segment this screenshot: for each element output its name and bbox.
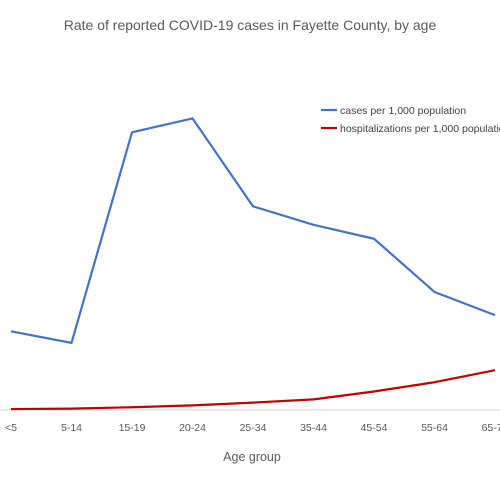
x-tick-labels: <5 5-14 15-19 20-24 25-34 35-44 45-54 55-64 65-7… [5, 422, 500, 434]
legend-label-cases: cases per 1,000 population [340, 105, 466, 117]
legend: cases per 1,000 population hospitalizati… [321, 105, 500, 135]
x-tick-label: 35-44 [300, 422, 327, 434]
legend-label-hospitalizations: hospitalizations per 1,000 population [340, 123, 500, 135]
series-line-1 [10, 369, 496, 411]
x-tick-label: 45-54 [361, 422, 388, 434]
series-line-0 [10, 117, 496, 344]
x-tick-label: 55-64 [421, 422, 448, 434]
x-tick-label: 65-74 [482, 422, 500, 434]
x-tick-label: 5-14 [61, 422, 82, 434]
plot-lines [10, 117, 496, 411]
x-tick-label: <5 [5, 422, 17, 434]
x-axis-title: Age group [223, 450, 281, 464]
x-tick-label: 20-24 [179, 422, 206, 434]
x-tick-label: 15-19 [119, 422, 146, 434]
x-tick-label: 25-34 [240, 422, 267, 434]
chart-title: Rate of reported COVID-19 cases in Fayet… [64, 17, 437, 33]
